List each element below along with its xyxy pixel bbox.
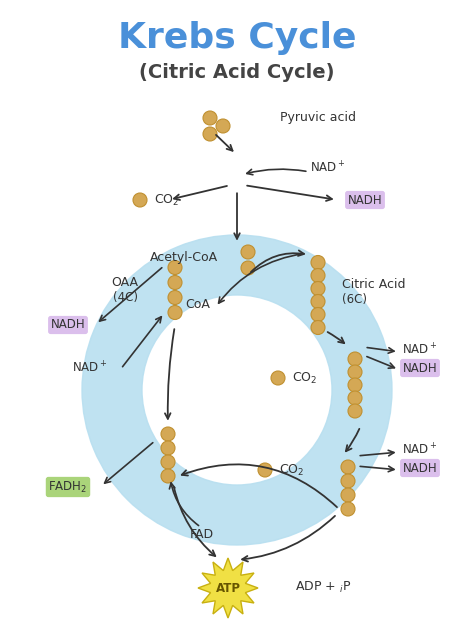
Text: Pyruvic acid: Pyruvic acid (280, 112, 356, 124)
Text: OAA: OAA (111, 276, 138, 290)
Circle shape (311, 269, 325, 283)
Circle shape (133, 193, 147, 207)
Text: FAD: FAD (190, 528, 214, 542)
Circle shape (341, 488, 355, 502)
Text: NAD$^+$: NAD$^+$ (402, 442, 438, 458)
Circle shape (203, 127, 217, 141)
Circle shape (161, 469, 175, 483)
Circle shape (241, 245, 255, 259)
Circle shape (203, 111, 217, 125)
Circle shape (348, 391, 362, 405)
Circle shape (161, 427, 175, 441)
Circle shape (348, 352, 362, 366)
Circle shape (348, 378, 362, 392)
Circle shape (311, 294, 325, 308)
Circle shape (168, 260, 182, 274)
Text: (6C): (6C) (342, 294, 367, 306)
Text: CO$_2$: CO$_2$ (154, 192, 179, 208)
Circle shape (168, 290, 182, 304)
Text: FADH$_2$: FADH$_2$ (48, 479, 88, 495)
Text: Krebs Cycle: Krebs Cycle (118, 21, 356, 55)
Text: CO$_2$: CO$_2$ (279, 462, 304, 478)
Polygon shape (198, 558, 258, 618)
Circle shape (311, 320, 325, 335)
Circle shape (161, 441, 175, 455)
Circle shape (241, 261, 255, 275)
Circle shape (311, 256, 325, 269)
Text: ADP + $_{i}$P: ADP + $_{i}$P (295, 579, 351, 595)
Circle shape (168, 306, 182, 319)
Circle shape (341, 502, 355, 516)
Text: (Citric Acid Cycle): (Citric Acid Cycle) (139, 63, 335, 83)
Circle shape (311, 281, 325, 296)
Text: NADH: NADH (403, 362, 438, 374)
Circle shape (311, 308, 325, 322)
Text: CoA: CoA (185, 299, 210, 312)
Text: NAD$^+$: NAD$^+$ (72, 360, 108, 376)
Circle shape (348, 404, 362, 418)
Text: (4C): (4C) (113, 292, 138, 304)
Circle shape (341, 460, 355, 474)
Circle shape (341, 474, 355, 488)
Circle shape (258, 463, 272, 477)
Text: NADH: NADH (51, 319, 85, 331)
Text: NADH: NADH (348, 194, 383, 206)
Circle shape (168, 276, 182, 290)
Text: Acetyl-CoA: Acetyl-CoA (150, 251, 218, 265)
Text: NAD$^+$: NAD$^+$ (402, 342, 438, 358)
Text: NAD$^+$: NAD$^+$ (310, 160, 346, 176)
Text: Citric Acid: Citric Acid (342, 278, 405, 292)
Circle shape (161, 455, 175, 469)
Text: ATP: ATP (216, 581, 240, 594)
Circle shape (216, 119, 230, 133)
Text: CO$_2$: CO$_2$ (292, 370, 317, 385)
Text: NADH: NADH (403, 462, 438, 474)
Circle shape (271, 371, 285, 385)
Circle shape (348, 365, 362, 379)
